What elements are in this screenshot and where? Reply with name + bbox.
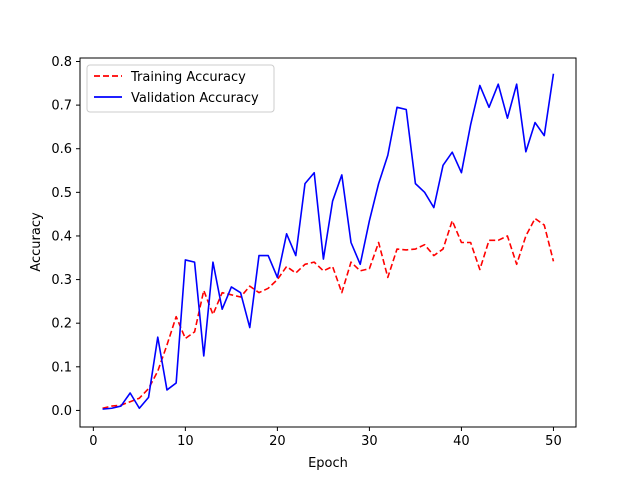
x-axis-label: Epoch [308, 456, 348, 471]
y-axis-label: Accuracy [29, 212, 44, 272]
x-tick-label: 10 [177, 434, 194, 449]
legend-label-validation-accuracy: Validation Accuracy [131, 91, 259, 106]
legend-label-training-accuracy: Training Accuracy [130, 70, 246, 85]
y-tick-label: 0.1 [51, 360, 72, 375]
x-tick-label: 20 [269, 434, 286, 449]
legend: Training Accuracy Validation Accuracy [86, 64, 275, 113]
x-axis-ticks: 0 10 20 30 40 50 [89, 427, 562, 449]
x-tick-label: 40 [453, 434, 470, 449]
plot-frame [79, 57, 577, 428]
y-tick-label: 0.2 [51, 317, 72, 332]
x-tick-label: 0 [89, 434, 97, 449]
x-tick-label: 30 [361, 434, 378, 449]
y-tick-label: 0.3 [51, 273, 72, 288]
y-tick-label: 0.7 [51, 99, 72, 114]
y-tick-label: 0.8 [51, 55, 72, 70]
y-tick-label: 0.5 [51, 186, 72, 201]
y-tick-label: 0.6 [51, 142, 72, 157]
x-tick-label: 50 [545, 434, 562, 449]
y-tick-label: 0.0 [51, 404, 72, 419]
legend-box [86, 64, 275, 113]
y-tick-label: 0.4 [51, 229, 72, 244]
series-layer [102, 73, 555, 410]
y-axis-ticks: 0.0 0.1 0.2 0.3 0.4 0.5 0.6 0.7 0.8 [51, 55, 80, 419]
series-line-training-accuracy [102, 217, 555, 410]
plot-area [80, 58, 576, 427]
series-line-validation-accuracy [102, 73, 555, 410]
